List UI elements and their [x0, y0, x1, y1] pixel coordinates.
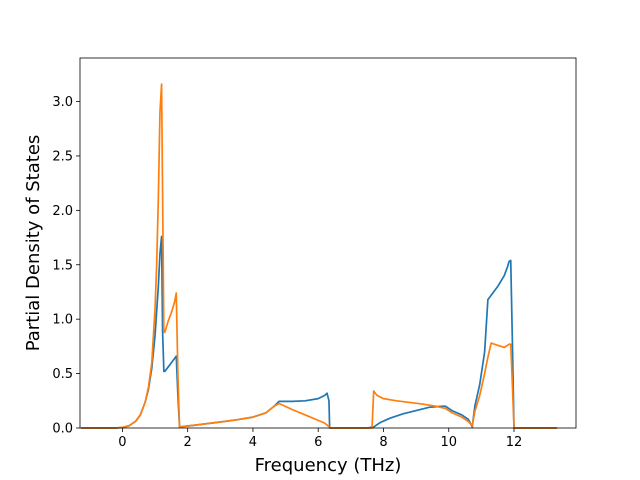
y-tick-label: 2.0 [52, 204, 73, 219]
y-tick-label: 3.0 [52, 95, 73, 110]
x-tick-label: 12 [506, 435, 523, 450]
x-axis-label: Frequency (THz) [255, 455, 402, 476]
x-tick-label: 10 [440, 435, 457, 450]
y-tick-label: 1.5 [52, 258, 73, 273]
y-tick-label: 0.0 [52, 422, 73, 437]
x-axis: 0 2 4 6 8 10 12 [118, 428, 522, 450]
x-tick-label: 8 [379, 435, 387, 450]
y-tick-label: 1.0 [52, 313, 73, 328]
series-line-1 [80, 235, 558, 429]
x-tick-label: 4 [249, 435, 257, 450]
y-axis-label: Partial Density of States [23, 135, 44, 352]
y-axis: 0.0 0.5 1.0 1.5 2.0 2.5 3.0 [52, 95, 80, 437]
series-layer [80, 83, 558, 429]
plot-frame [79, 57, 577, 429]
x-tick-label: 6 [314, 435, 322, 450]
x-tick-label: 2 [184, 435, 192, 450]
y-tick-label: 0.5 [52, 367, 73, 382]
series-line-2 [80, 83, 558, 429]
y-tick-label: 2.5 [52, 149, 73, 164]
x-tick-label: 0 [118, 435, 126, 450]
